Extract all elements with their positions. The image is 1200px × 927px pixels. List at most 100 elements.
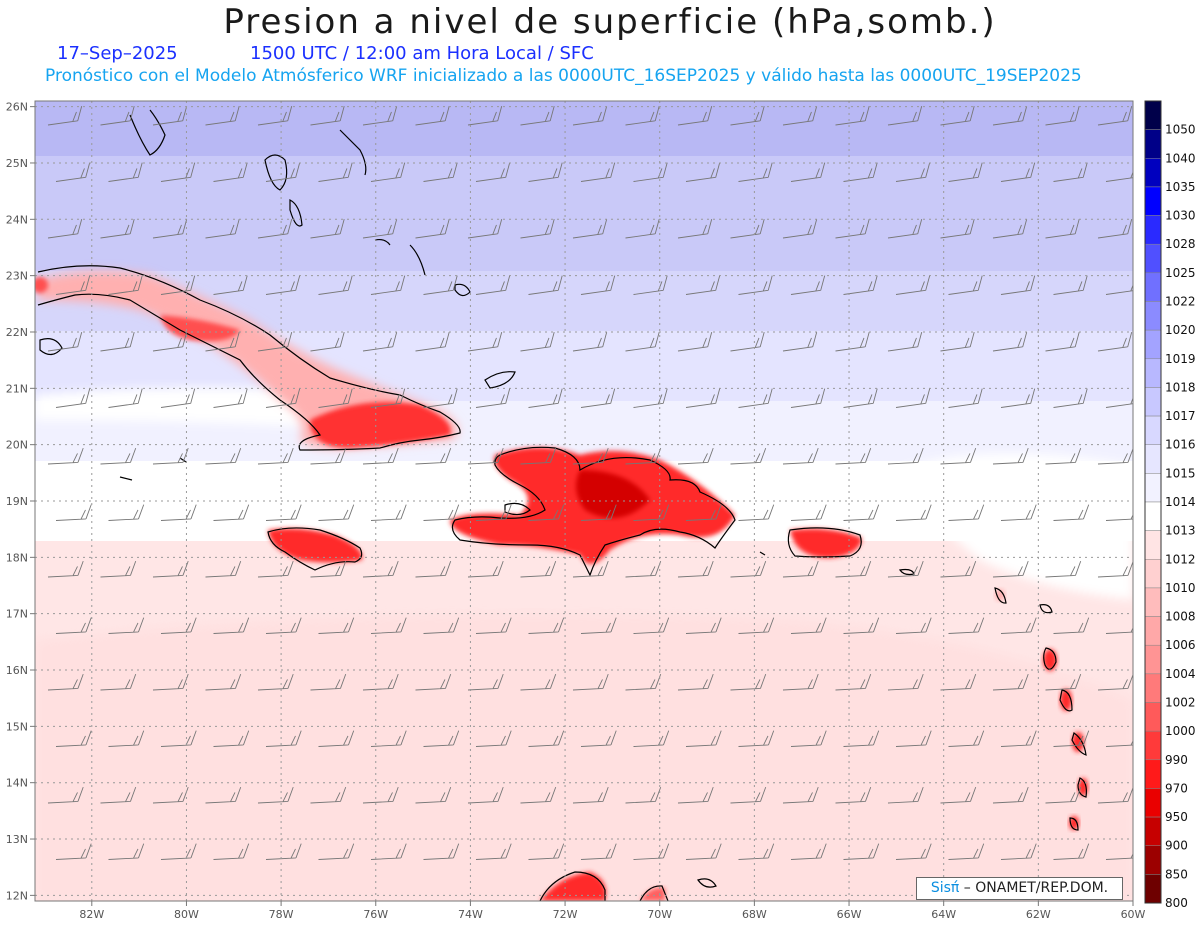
wind-barb	[1000, 730, 1037, 747]
wind-barb	[887, 219, 923, 239]
wind-barb	[467, 447, 504, 465]
wind-barb	[152, 332, 188, 352]
wind-barb	[1105, 730, 1133, 747]
wind-barb	[213, 730, 250, 747]
wind-barb	[1053, 730, 1090, 747]
wind-barb	[475, 504, 512, 521]
wind-barb	[362, 786, 399, 804]
wind-barb	[528, 730, 565, 747]
wind-barb	[887, 332, 923, 352]
wind-barb	[475, 388, 511, 408]
wind-barb	[528, 617, 565, 634]
wind-barb	[1045, 219, 1080, 239]
colorbar-label: 1022	[1165, 295, 1196, 309]
colorbar-label: 1002	[1165, 696, 1196, 710]
wind-barb	[205, 447, 242, 465]
wind-barb	[633, 843, 670, 860]
wind-barb	[782, 786, 819, 804]
colorbar-swatch	[1144, 158, 1162, 188]
wind-barb	[835, 560, 872, 578]
wind-barb	[152, 786, 189, 804]
lon-label: 80W	[174, 908, 199, 921]
credit-box: Sisπ́ – ONAMET/REP.DOM.	[916, 877, 1123, 900]
coastlines	[37, 109, 1087, 901]
wind-barb	[580, 162, 616, 182]
wind-barb	[423, 843, 460, 860]
map-title: Presion a nivel de superficie (hPa,somb.…	[223, 2, 997, 42]
wind-barb	[730, 786, 767, 804]
lat-label: 18N	[6, 551, 28, 564]
wind-barb	[677, 332, 713, 352]
wind-barb	[257, 673, 294, 691]
lon-label: 60W	[1121, 908, 1146, 921]
wind-barb	[205, 786, 242, 804]
wind-barb	[520, 106, 555, 126]
wind-barb	[730, 106, 765, 126]
colorbar-label: 1040	[1165, 151, 1196, 165]
colorbar-label: 1004	[1165, 667, 1196, 681]
wind-barb	[835, 447, 872, 465]
wind-barb	[992, 447, 1029, 465]
wind-barb	[580, 504, 617, 521]
colorbar-swatch	[1144, 788, 1162, 818]
colorbar-swatch	[1144, 730, 1162, 761]
forecast-date: 17–Sep–2025	[57, 43, 178, 64]
colorbar-label: 1018	[1165, 380, 1196, 394]
wind-barb	[1045, 332, 1080, 352]
lat-label: 12N	[6, 889, 28, 902]
lon-label: 72W	[553, 908, 578, 921]
wind-barb	[310, 560, 347, 578]
wind-barb	[940, 560, 977, 578]
colorbar-swatch	[1144, 874, 1162, 904]
wind-barb	[782, 106, 818, 126]
wind-barb	[625, 673, 662, 691]
wind-barb	[415, 106, 450, 126]
colorbar-frame	[1144, 100, 1162, 904]
wind-barb	[948, 843, 985, 860]
wind-barb	[843, 730, 880, 747]
wind-barb	[47, 332, 83, 352]
wind-barb	[677, 447, 714, 465]
colorbar-label: 900	[1165, 839, 1188, 853]
wind-barb	[992, 332, 1028, 352]
wind-barb	[633, 275, 668, 295]
wind-barb	[730, 219, 765, 239]
wind-barb	[1045, 786, 1082, 804]
wind-barb	[835, 786, 872, 804]
wind-barb	[100, 447, 137, 465]
wind-barb	[423, 275, 458, 295]
wind-barb	[790, 730, 827, 747]
wind-barb	[1097, 447, 1133, 465]
colorbar-label: 1013	[1165, 524, 1196, 538]
wind-barb	[1045, 447, 1082, 465]
wind-barb	[108, 162, 143, 182]
wind-barb	[887, 673, 924, 691]
colorbar-label: 1000	[1165, 724, 1196, 738]
wind-barb	[100, 786, 137, 804]
wind-barb	[790, 843, 827, 860]
lon-label: 76W	[363, 908, 388, 921]
wind-barb	[580, 843, 617, 860]
wind-barb	[415, 332, 450, 352]
wind-barb	[790, 162, 826, 182]
wind-barb	[108, 730, 145, 747]
colorbar-label: 1015	[1165, 466, 1196, 480]
wind-barb	[677, 106, 713, 126]
lat-label: 13N	[6, 833, 28, 846]
wind-barb	[528, 275, 563, 295]
wind-barb	[265, 730, 302, 747]
wind-barb	[370, 388, 406, 408]
wind-barb	[782, 219, 818, 239]
wind-barb	[738, 843, 775, 860]
lon-label: 68W	[742, 908, 767, 921]
wind-barb	[992, 106, 1028, 126]
credit-org: – ONAMET/REP.DOM.	[959, 880, 1109, 896]
wind-barb	[940, 106, 975, 126]
wind-barb	[520, 219, 555, 239]
colorbar-label: 1019	[1165, 352, 1196, 366]
lat-label: 24N	[6, 213, 28, 226]
wind-barb	[843, 504, 880, 521]
wind-barb	[895, 730, 932, 747]
wind-barb	[257, 786, 294, 804]
